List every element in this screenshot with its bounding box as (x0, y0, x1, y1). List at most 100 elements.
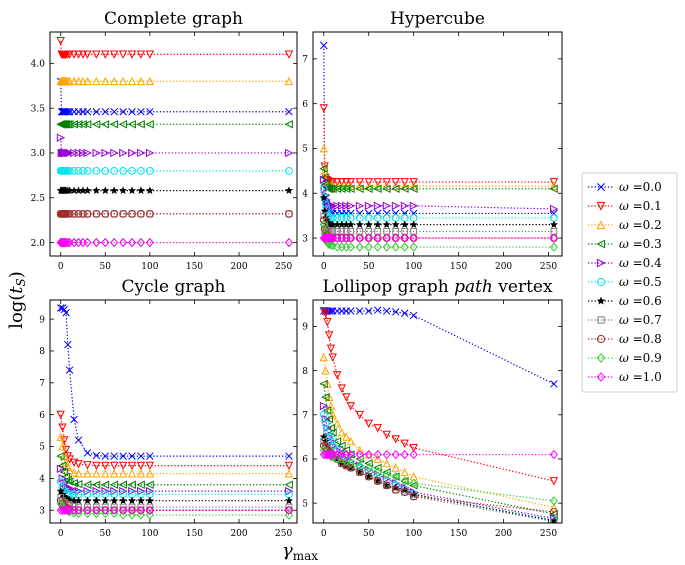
data-point (92, 76, 101, 86)
data-point (284, 461, 294, 471)
data-point (74, 460, 83, 469)
data-point (337, 454, 346, 464)
data-point (119, 496, 128, 505)
legend-entry: ω =0.7 (588, 313, 662, 327)
data-point (342, 432, 351, 441)
plot-area (56, 304, 294, 520)
data-point (63, 475, 72, 485)
data-point (391, 201, 401, 211)
data-point (145, 209, 154, 218)
data-point (328, 201, 338, 211)
series-omega-0.1 (56, 410, 294, 471)
data-point (355, 178, 364, 187)
data-point (319, 216, 328, 225)
data-point (391, 233, 400, 243)
legend-label: ω =0.7 (619, 313, 662, 327)
plot-area (319, 41, 559, 252)
data-point (550, 518, 558, 523)
data-point (355, 201, 365, 211)
data-point (319, 143, 328, 153)
legend-entry: ω =1.0 (588, 370, 662, 384)
data-point (355, 460, 364, 471)
data-point (355, 449, 364, 460)
data-point (319, 410, 328, 419)
y-tick-label: 3.0 (31, 149, 46, 159)
legend-marker (596, 201, 606, 211)
legend-marker (596, 258, 606, 268)
data-point (136, 480, 145, 489)
data-point (400, 242, 409, 252)
data-point (284, 469, 294, 478)
data-point (119, 107, 127, 116)
series-omega-0.8 (319, 216, 558, 242)
data-point (101, 209, 110, 218)
data-point (74, 479, 83, 489)
x-tick-label: 250 (540, 262, 557, 272)
data-point (355, 242, 364, 252)
data-point (74, 50, 83, 59)
data-point (56, 505, 65, 515)
data-point (69, 468, 79, 477)
data-point (391, 184, 400, 194)
data-point (355, 454, 364, 464)
data-point (101, 166, 110, 175)
data-point (119, 510, 128, 520)
data-point (119, 209, 128, 218)
data-point (409, 201, 419, 211)
series-omega-0.4 (56, 133, 294, 158)
data-point (333, 201, 342, 211)
plot-area (56, 37, 294, 248)
data-point (101, 461, 110, 471)
data-point (56, 133, 66, 142)
data-point (324, 184, 334, 194)
legend-label: ω =0.9 (619, 351, 662, 365)
data-point (145, 496, 154, 505)
series-line (60, 81, 289, 113)
series-omega-0.1 (319, 307, 559, 486)
data-point (320, 41, 328, 50)
data-point (109, 469, 119, 478)
axes-frame (49, 31, 298, 257)
y-tick-label: 4 (302, 189, 308, 199)
data-point (346, 402, 355, 411)
data-point (409, 311, 418, 320)
data-point (319, 307, 328, 316)
legend-marker (596, 220, 606, 230)
data-point (284, 186, 293, 194)
series-omega-1.0 (56, 237, 294, 248)
data-point (364, 459, 373, 468)
legend-entry: ω =0.9 (588, 351, 662, 365)
series-omega-0.2 (319, 352, 559, 512)
data-point (57, 461, 67, 470)
data-point (74, 166, 83, 175)
data-point (400, 476, 409, 486)
x-tick-label: 250 (275, 262, 292, 272)
data-point (355, 445, 364, 455)
legend-marker (596, 239, 606, 249)
data-point (373, 220, 382, 229)
data-point (74, 148, 84, 158)
data-point (382, 307, 391, 315)
data-point (326, 449, 336, 460)
legend-entry: ω =0.3 (588, 237, 662, 251)
data-point (409, 233, 418, 243)
legend-label: ω =0.5 (619, 275, 662, 289)
data-point (119, 186, 128, 194)
data-point (373, 201, 383, 211)
legend-marker (596, 277, 606, 287)
data-point (400, 439, 409, 449)
data-point (92, 209, 101, 218)
data-point (346, 449, 355, 460)
y-tick-label: 8 (302, 367, 308, 377)
y-tick-label: 6 (302, 100, 308, 110)
data-point (284, 496, 293, 505)
data-point (64, 340, 72, 349)
data-point (83, 469, 92, 478)
series-omega-0.0 (320, 306, 558, 388)
data-point (337, 384, 346, 393)
series-omega-0.9 (319, 445, 558, 506)
legend-marker (596, 334, 606, 344)
data-point (118, 461, 128, 471)
data-point (70, 486, 79, 495)
